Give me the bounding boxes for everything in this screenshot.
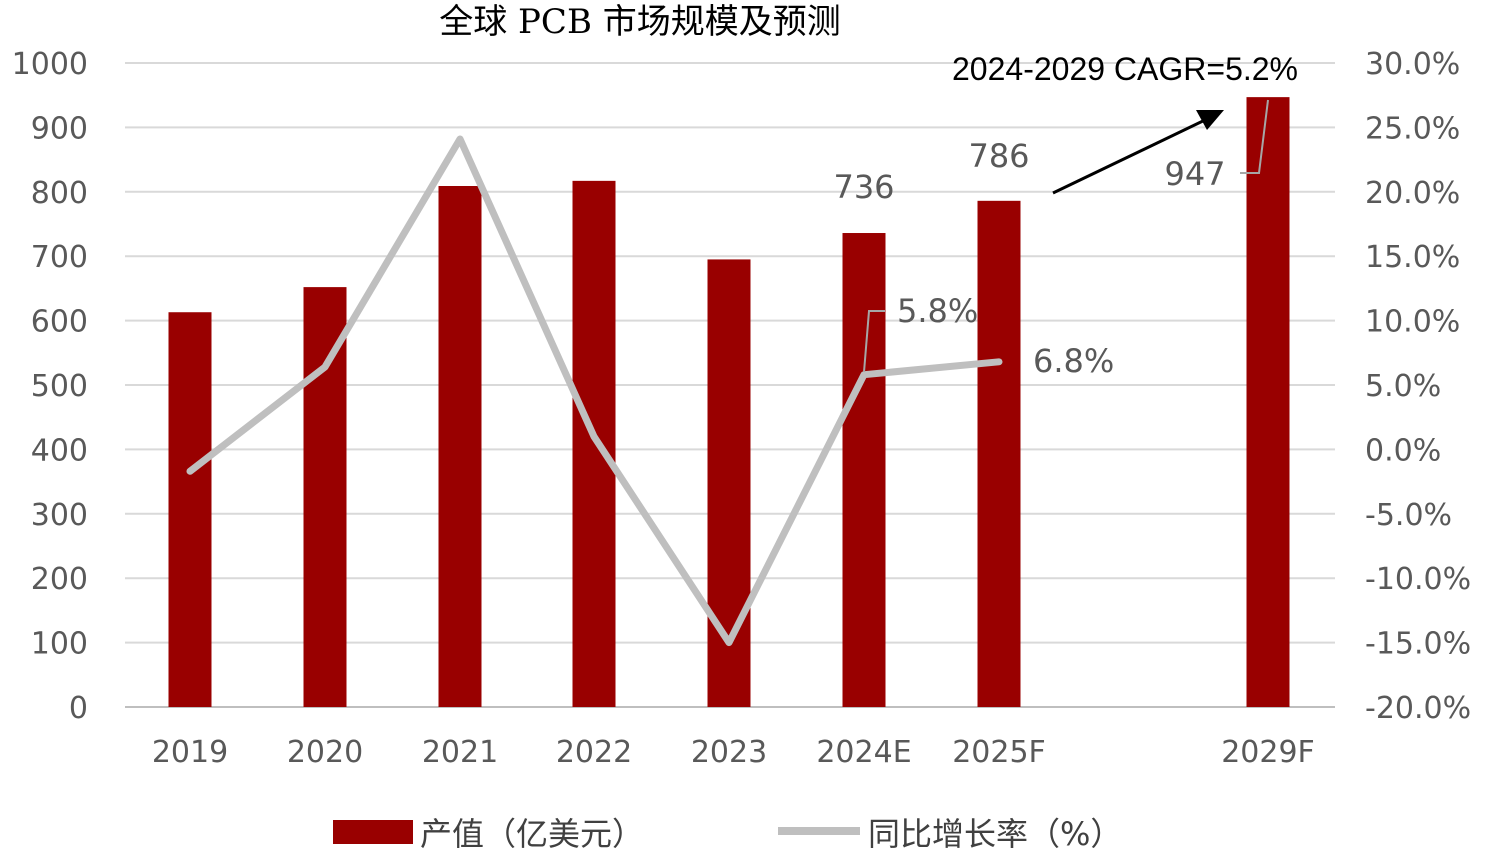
growth-point-2025F [997, 359, 1001, 364]
left-tick-label: 700 [31, 240, 88, 275]
growth-point-2024E [862, 372, 866, 377]
right-axis-ticks: -20.0% -15.0% -10.0% -5.0% 0.0% 5.0% 10.0% 15.0… [1365, 47, 1471, 726]
x-tick-label: 2020 [287, 735, 363, 770]
bar-value-label: 786 [968, 137, 1029, 175]
right-tick-label: -15.0% [1365, 627, 1471, 662]
right-tick-label: 10.0% [1365, 305, 1460, 340]
left-tick-label: 800 [31, 176, 88, 211]
left-tick-label: 200 [31, 562, 88, 597]
bar-2023 [707, 259, 751, 707]
growth-point-2022 [592, 434, 596, 439]
cagr-arrow [1052, 118, 1206, 195]
leader-line-5-8 [863, 310, 885, 373]
right-tick-label: 15.0% [1365, 240, 1460, 275]
left-tick-label: 600 [31, 305, 88, 340]
right-tick-label: 20.0% [1365, 176, 1460, 211]
left-tick-label: 1000 [12, 47, 88, 82]
x-tick-label: 2023 [691, 735, 767, 770]
right-tick-label: 5.0% [1365, 369, 1441, 404]
bar-value-label: 736 [833, 168, 894, 206]
cagr-annotation: 2024-2029 CAGR=5.2% [952, 51, 1298, 195]
bar-2024E [842, 233, 886, 708]
legend-bar-label: 产值（亿美元） [420, 815, 644, 853]
x-tick-label: 2024E [816, 735, 911, 770]
x-axis-ticks: 2019 2020 2021 2022 2023 2024E 2025F 2029F [152, 735, 1315, 770]
legend-line-label: 同比增长率（%） [868, 815, 1122, 853]
right-tick-label: 0.0% [1365, 433, 1441, 468]
growth-point-2020 [323, 364, 327, 369]
right-tick-label: -10.0% [1365, 562, 1471, 597]
bar-value-label: 947 [1164, 155, 1225, 193]
bar-2029F [1246, 97, 1290, 707]
bar-2022 [572, 180, 616, 708]
line-series [186, 135, 1003, 647]
left-tick-label: 400 [31, 433, 88, 468]
legend: 产值（亿美元） 同比增长率（%） [333, 815, 1122, 853]
bar-2021 [438, 186, 482, 707]
right-tick-label: -20.0% [1365, 691, 1471, 726]
right-tick-label: 25.0% [1365, 111, 1460, 146]
x-tick-label: 2021 [422, 735, 498, 770]
chart-title: 全球 PCB 市场规模及预测 [439, 2, 841, 42]
left-tick-label: 100 [31, 627, 88, 662]
x-tick-label: 2022 [556, 735, 632, 770]
left-tick-label: 300 [31, 498, 88, 533]
legend-bar-swatch [333, 820, 413, 844]
left-tick-label: 900 [31, 111, 88, 146]
bar-2020 [303, 287, 347, 707]
growth-point-2023 [727, 640, 731, 645]
left-tick-label: 0 [69, 691, 88, 726]
growth-point-2021 [458, 136, 462, 141]
cagr-arrowhead [1196, 110, 1224, 130]
left-tick-label: 500 [31, 369, 88, 404]
growth-value-label: 6.8% [1033, 342, 1114, 380]
data-labels: 736 786 947 5.8% 6.8% [833, 99, 1269, 380]
cagr-text: 2024-2029 CAGR=5.2% [952, 51, 1298, 87]
left-axis-ticks: 0 100 200 300 400 500 600 700 800 900 1000 [12, 47, 88, 726]
x-tick-label: 2029F [1221, 735, 1315, 770]
x-tick-label: 2025F [952, 735, 1046, 770]
right-tick-label: 30.0% [1365, 47, 1460, 82]
growth-value-label: 5.8% [897, 292, 978, 330]
x-tick-label: 2019 [152, 735, 228, 770]
bar-2019 [168, 312, 212, 707]
growth-point-2019 [188, 469, 192, 474]
bar-series [168, 97, 1290, 708]
bar-2025F [977, 200, 1021, 708]
right-tick-label: -5.0% [1365, 498, 1452, 533]
leader-line-947 [1240, 99, 1269, 174]
